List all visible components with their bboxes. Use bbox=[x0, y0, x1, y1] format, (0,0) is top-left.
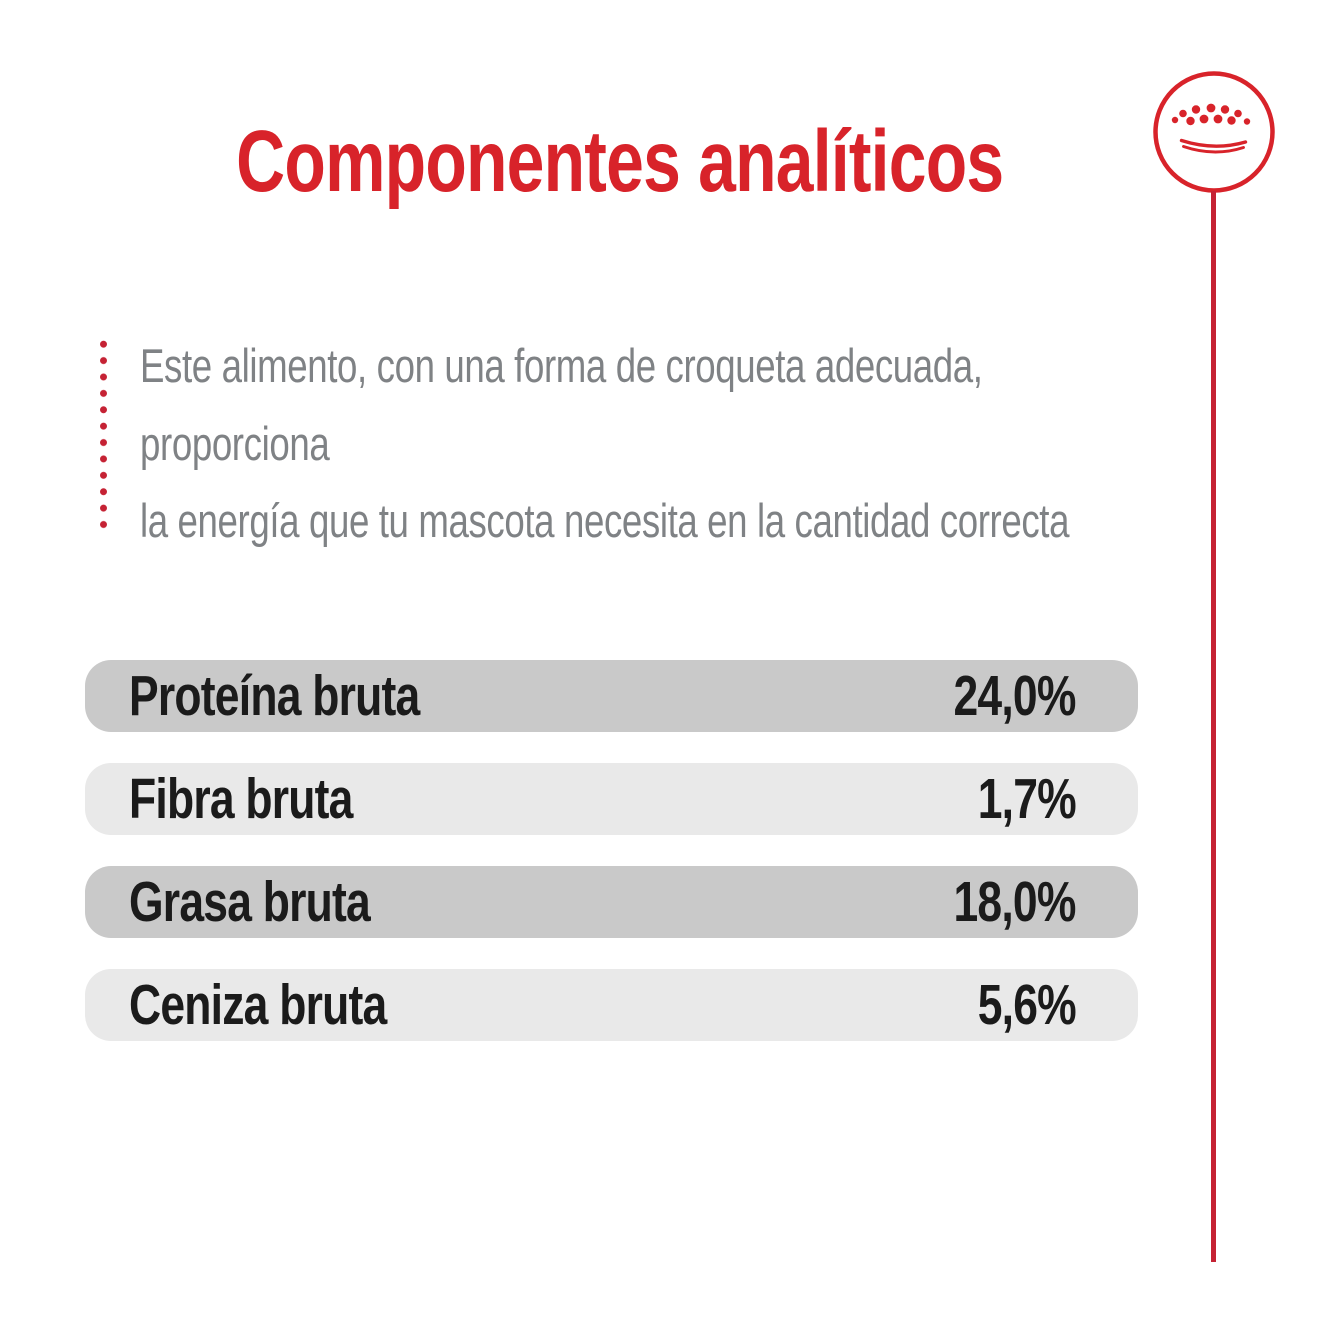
row-value: 24,0% bbox=[953, 664, 1077, 728]
row-label: Grasa bruta bbox=[129, 870, 371, 934]
crown-icon bbox=[1153, 71, 1275, 193]
analytical-components-table: Proteína bruta 24,0% Fibra bruta 1,7% Gr… bbox=[85, 660, 1138, 1072]
description-line: la energía que tu mascota necesita en la… bbox=[140, 494, 1070, 547]
page-title-text: Componentes analíticos bbox=[236, 113, 1004, 210]
row-value: 1,7% bbox=[977, 767, 1077, 831]
table-row: Grasa bruta 18,0% bbox=[85, 866, 1138, 938]
row-label: Fibra bruta bbox=[129, 767, 353, 831]
table-row: Ceniza bruta 5,6% bbox=[85, 969, 1138, 1041]
royal-canin-logo bbox=[1153, 71, 1275, 193]
row-value: 5,6% bbox=[977, 973, 1077, 1037]
vertical-accent-line bbox=[1211, 191, 1216, 1262]
dotted-accent-line bbox=[100, 336, 107, 533]
description: Este alimento, con una forma de croqueta… bbox=[140, 327, 1140, 560]
description-line: Este alimento, con una forma de croqueta… bbox=[140, 339, 983, 392]
row-label: Ceniza bruta bbox=[129, 973, 387, 1037]
table-row: Proteína bruta 24,0% bbox=[85, 660, 1138, 732]
row-value: 18,0% bbox=[953, 870, 1077, 934]
table-row: Fibra bruta 1,7% bbox=[85, 763, 1138, 835]
page-title: Componentes analíticos bbox=[0, 118, 1240, 205]
row-label: Proteína bruta bbox=[129, 664, 420, 728]
description-line: proporciona bbox=[140, 416, 330, 470]
